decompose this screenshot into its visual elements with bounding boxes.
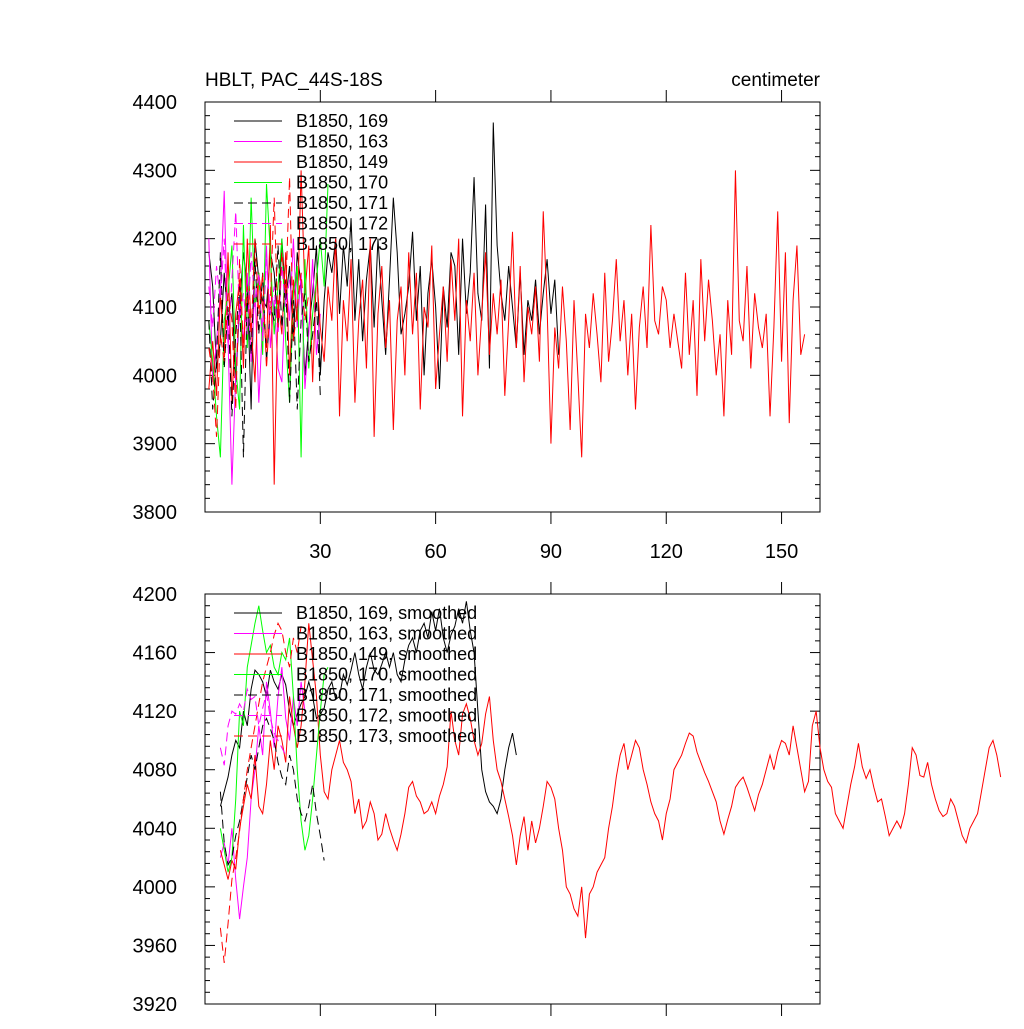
bottom-y-tick-label: 4040 bbox=[133, 818, 178, 840]
top-x-tick-label: 150 bbox=[765, 541, 798, 563]
bottom-series-line-3 bbox=[219, 623, 1002, 939]
top-legend-label: B1850, 170 bbox=[296, 173, 388, 193]
top-y-tick-label: 3900 bbox=[133, 434, 178, 456]
axes-layer: 3800 3900 4000 4100 4200 4300 4400 30 60 90 120 150… bbox=[133, 90, 820, 1016]
bottom-legend-label: B1850, 171, smoothed bbox=[296, 685, 477, 705]
top-series-line-3 bbox=[208, 170, 806, 485]
bottom-legend-label: B1850, 163, smoothed bbox=[296, 624, 477, 644]
top-chart-units: centimeter bbox=[731, 70, 820, 91]
top-legend-label: B1850, 163 bbox=[296, 132, 388, 152]
top-legend-label: B1850, 173 bbox=[296, 234, 388, 254]
bottom-y-tick-label: 4080 bbox=[133, 760, 178, 782]
top-series-line-6 bbox=[208, 211, 291, 349]
top-x-tick-label: 60 bbox=[425, 541, 447, 563]
top-y-tick-label: 4200 bbox=[133, 229, 178, 251]
bottom-series-line-6 bbox=[219, 687, 287, 766]
bottom-legend-label: B1850, 149, smoothed bbox=[296, 644, 477, 664]
bottom-legend-label: B1850, 173, smoothed bbox=[296, 726, 477, 746]
top-x-tick-label: 90 bbox=[540, 541, 562, 563]
bottom-series-line-2 bbox=[219, 667, 306, 920]
top-series-line-7 bbox=[208, 177, 310, 437]
top-legend-label: B1850, 172 bbox=[296, 214, 388, 234]
top-x-tick-label: 30 bbox=[309, 541, 331, 563]
top-legend-label: B1850, 169 bbox=[296, 111, 388, 131]
bottom-y-tick-label: 3920 bbox=[133, 994, 178, 1016]
top-x-tick-label: 120 bbox=[650, 541, 683, 563]
top-legend-label: B1850, 149 bbox=[296, 152, 388, 172]
bottom-legend-label: B1850, 169, smoothed bbox=[296, 603, 477, 623]
top-chart-title: HBLT, PAC_44S-18S bbox=[205, 70, 383, 91]
bottom-legend-label: B1850, 172, smoothed bbox=[296, 706, 477, 726]
bottom-plot-frame bbox=[204, 593, 821, 1005]
bottom-series-line-5 bbox=[219, 717, 325, 867]
bottom-y-tick-label: 3960 bbox=[133, 935, 178, 957]
bottom-legend-label: B1850, 170, smoothed bbox=[296, 665, 477, 685]
top-y-tick-label: 4000 bbox=[133, 365, 178, 387]
series-layer bbox=[208, 122, 1002, 964]
top-y-tick-label: 4300 bbox=[133, 160, 178, 182]
bottom-y-tick-label: 4120 bbox=[133, 701, 178, 723]
top-y-tick-label: 4100 bbox=[133, 297, 178, 319]
bottom-y-tick-label: 4000 bbox=[133, 877, 178, 899]
bottom-y-tick-label: 4160 bbox=[133, 643, 178, 665]
bottom-series-line-7 bbox=[219, 622, 302, 964]
bottom-y-tick-label: 4200 bbox=[133, 584, 178, 606]
top-y-tick-label: 4400 bbox=[133, 92, 178, 114]
top-legend-label: B1850, 171 bbox=[296, 193, 388, 213]
top-y-tick-label: 3800 bbox=[133, 502, 178, 524]
bottom-series-line-4 bbox=[219, 605, 329, 873]
